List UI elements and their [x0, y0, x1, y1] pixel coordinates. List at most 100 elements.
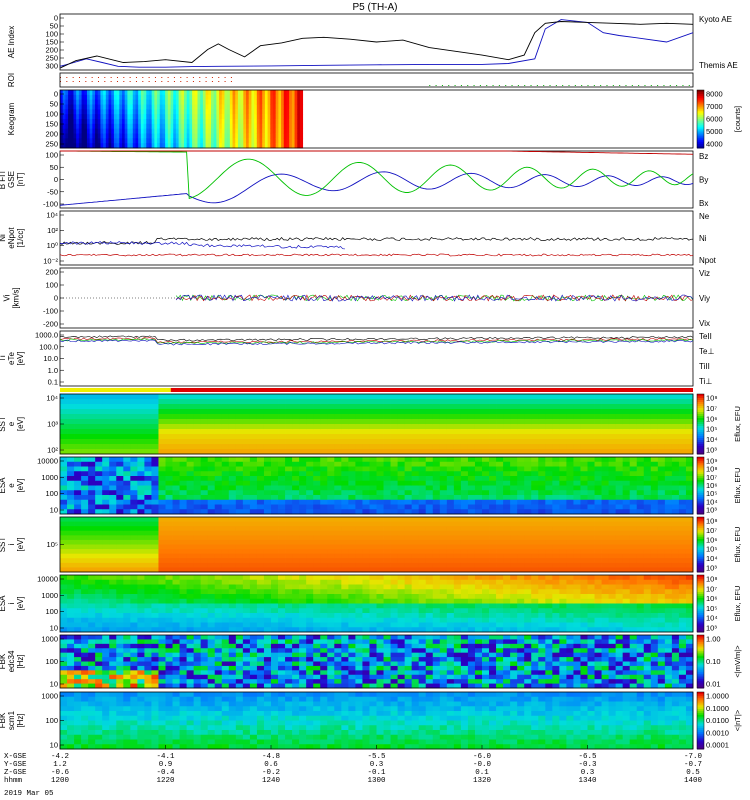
keogram-cell — [135, 109, 139, 115]
sst_e-cell — [67, 409, 75, 415]
keogram-cell — [270, 119, 274, 125]
sst_e-cell — [186, 404, 195, 410]
keogram-cell — [167, 94, 171, 101]
sst_i-cbar-cell — [697, 524, 704, 527]
sst_e-cell — [474, 424, 483, 430]
keogram-cell — [202, 104, 206, 110]
sst_e-cell — [383, 449, 391, 455]
sst_e-cell — [538, 419, 546, 425]
sst_e-cbar-cell — [697, 396, 704, 399]
sst_i-cell — [517, 562, 525, 568]
sst_e-cell — [460, 449, 469, 455]
sst_i-cell — [200, 530, 209, 536]
sst_e-cell — [629, 394, 638, 400]
esa_e-cell — [538, 476, 546, 482]
esa_e-cell — [552, 466, 560, 472]
keogram-cell — [175, 123, 180, 130]
sst_i-cell — [566, 567, 574, 573]
esa_e-cell — [390, 461, 398, 467]
sst_i-cell — [207, 539, 216, 545]
sst_i-cell — [242, 567, 251, 573]
roi-dot — [631, 85, 633, 86]
sst_i-cell — [467, 539, 476, 545]
sst_i-cell — [158, 521, 166, 527]
sst_i-cell — [172, 553, 180, 559]
sst_i-cell — [650, 530, 659, 536]
keogram-cell — [84, 90, 88, 96]
keogram-cell — [95, 90, 99, 96]
esa_e-cell — [566, 504, 574, 510]
keogram-cell — [248, 99, 252, 105]
sst_e-cell — [453, 404, 462, 410]
sst_e-cell — [151, 419, 159, 425]
keogram-cell — [246, 104, 250, 110]
sst_e-cell — [439, 444, 448, 450]
esa_e-cell — [496, 466, 504, 472]
sst_i-cell — [123, 544, 131, 550]
esa_e-cell — [467, 490, 476, 496]
sst_e-cell — [524, 404, 532, 410]
esa_e-cell — [165, 466, 173, 472]
esa_e-cell — [186, 480, 195, 486]
keogram-cell — [200, 114, 204, 120]
keogram-cell — [146, 109, 150, 115]
esa_e-cell — [165, 461, 173, 467]
keogram-cell — [267, 90, 271, 96]
keogram-cell — [103, 133, 107, 139]
sst_e-cell — [123, 414, 131, 420]
sst_i-cell — [411, 535, 420, 541]
keogram-cell — [237, 99, 242, 105]
sst_e-cell — [573, 449, 581, 455]
sst_e-cell — [271, 409, 279, 415]
sst_e-cell — [144, 429, 152, 435]
esa_e-cell — [271, 509, 279, 515]
keogram-cell — [264, 104, 269, 110]
keogram-cell — [278, 119, 282, 125]
esa_e-cell — [467, 476, 476, 482]
temperature-ytick-2: 10.0 — [43, 354, 58, 363]
keogram-cell — [78, 119, 82, 125]
sst_i-cbar-cell — [697, 544, 704, 547]
esa_e-ytick-3: 10 — [50, 506, 58, 515]
keogram-cell — [151, 94, 155, 101]
sst_e-cell — [193, 414, 202, 420]
sst_i-cell — [685, 526, 694, 532]
keogram-cell — [165, 90, 169, 96]
keogram-cell — [62, 94, 66, 101]
sst_i-cell — [200, 558, 209, 564]
esa_e-cell — [601, 466, 609, 472]
esa_e-cell — [482, 466, 490, 472]
esa_e-cell — [545, 499, 553, 505]
keogram-cell — [192, 143, 196, 149]
ae-ytick-5: 250 — [45, 54, 58, 63]
keogram-cell — [130, 94, 134, 101]
esa_e-cell — [482, 504, 490, 510]
keogram-cell — [229, 104, 233, 110]
esa_e-cell — [278, 461, 286, 467]
esa_e-cell — [355, 509, 363, 515]
sst_e-cell — [545, 439, 553, 445]
sst_e-cell — [510, 419, 518, 425]
sst_e-cell — [228, 414, 237, 420]
sst_i-cell — [453, 535, 462, 541]
roi-dot — [530, 85, 532, 86]
keogram-cell — [116, 109, 120, 115]
sst_i-cell — [446, 539, 455, 545]
esa_e-cell — [116, 504, 124, 510]
sst_e-cell — [362, 394, 370, 400]
esa_e-cell — [214, 499, 223, 505]
sst_i-cell — [109, 544, 117, 550]
keogram-cell — [202, 99, 206, 105]
roi-dot — [173, 77, 175, 78]
sst_e-cell — [60, 449, 68, 455]
sst_e-cell — [263, 449, 272, 455]
sst_i-cell — [383, 562, 391, 568]
sst_e-cell — [355, 439, 363, 445]
sst_e-cell — [263, 394, 272, 400]
keogram-cell — [299, 104, 304, 110]
esa_e-cell — [615, 485, 624, 491]
esa_e-cell — [397, 504, 406, 510]
sst_i-cell — [404, 549, 413, 555]
sst_i-cell — [109, 562, 117, 568]
sst_i-cell — [587, 549, 595, 555]
